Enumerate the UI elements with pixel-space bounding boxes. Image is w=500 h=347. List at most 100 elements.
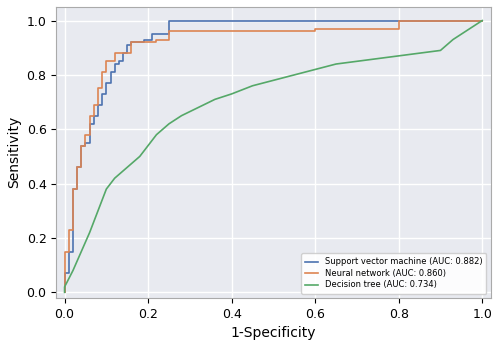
Decision tree (AUC: 0.734): (0.22, 0.58): 0.734): (0.22, 0.58)	[154, 133, 160, 137]
Neural network (AUC: 0.860): (0.6, 0.96): 0.860): (0.6, 0.96)	[312, 29, 318, 34]
Decision tree (AUC: 0.734): (0, 0.02): 0.734): (0, 0.02)	[62, 285, 68, 289]
Decision tree (AUC: 0.734): (0.18, 0.5): 0.734): (0.18, 0.5)	[137, 154, 143, 159]
Neural network (AUC: 0.860): (0.08, 0.75): 0.860): (0.08, 0.75)	[95, 86, 101, 91]
Neural network (AUC: 0.860): (0.06, 0.58): 0.860): (0.06, 0.58)	[86, 133, 92, 137]
Decision tree (AUC: 0.734): (0.9, 0.89): 0.734): (0.9, 0.89)	[438, 48, 444, 52]
Decision tree (AUC: 0.734): (0.12, 0.42): 0.734): (0.12, 0.42)	[112, 176, 117, 180]
Neural network (AUC: 0.860): (0.19, 0.92): 0.860): (0.19, 0.92)	[141, 40, 147, 44]
Support vector machine (AUC: 0.882): (0.05, 0.54): 0.882): (0.05, 0.54)	[82, 143, 88, 147]
Neural network (AUC: 0.860): (0.05, 0.58): 0.860): (0.05, 0.58)	[82, 133, 88, 137]
Support vector machine (AUC: 0.882): (0.03, 0.38): 0.882): (0.03, 0.38)	[74, 187, 80, 191]
Legend: Support vector machine (AUC: 0.882), Neural network (AUC: 0.860), Decision tree : Support vector machine (AUC: 0.882), Neu…	[302, 253, 486, 294]
Neural network (AUC: 0.860): (0.8, 0.97): 0.860): (0.8, 0.97)	[396, 27, 402, 31]
Support vector machine (AUC: 0.882): (0.17, 0.92): 0.882): (0.17, 0.92)	[132, 40, 138, 44]
Support vector machine (AUC: 0.882): (0.14, 0.88): 0.882): (0.14, 0.88)	[120, 51, 126, 55]
Support vector machine (AUC: 0.882): (0.14, 0.85): 0.882): (0.14, 0.85)	[120, 59, 126, 64]
Neural network (AUC: 0.860): (0.19, 0.92): 0.860): (0.19, 0.92)	[141, 40, 147, 44]
Decision tree (AUC: 0.734): (0.93, 0.93): 0.734): (0.93, 0.93)	[450, 37, 456, 42]
Support vector machine (AUC: 0.882): (0.21, 0.93): 0.882): (0.21, 0.93)	[150, 37, 156, 42]
Support vector machine (AUC: 0.882): (0.12, 0.84): 0.882): (0.12, 0.84)	[112, 62, 117, 66]
Support vector machine (AUC: 0.882): (0, 0.07): 0.882): (0, 0.07)	[62, 271, 68, 276]
Neural network (AUC: 0.860): (0.03, 0.46): 0.860): (0.03, 0.46)	[74, 165, 80, 169]
Decision tree (AUC: 0.734): (0.8, 0.87): 0.734): (0.8, 0.87)	[396, 54, 402, 58]
Support vector machine (AUC: 0.882): (0.16, 0.91): 0.882): (0.16, 0.91)	[128, 43, 134, 47]
Neural network (AUC: 0.860): (0.01, 0.15): 0.860): (0.01, 0.15)	[66, 249, 72, 254]
Decision tree (AUC: 0.734): (0.7, 0.85): 0.734): (0.7, 0.85)	[354, 59, 360, 64]
X-axis label: 1-Specificity: 1-Specificity	[230, 326, 316, 340]
Decision tree (AUC: 0.734): (0.32, 0.68): 0.734): (0.32, 0.68)	[195, 105, 201, 110]
Support vector machine (AUC: 0.882): (0.01, 0.15): 0.882): (0.01, 0.15)	[66, 249, 72, 254]
Decision tree (AUC: 0.734): (0.2, 0.54): 0.734): (0.2, 0.54)	[145, 143, 151, 147]
Neural network (AUC: 0.860): (0.16, 0.88): 0.860): (0.16, 0.88)	[128, 51, 134, 55]
Neural network (AUC: 0.860): (0, 0): 0.860): (0, 0)	[62, 290, 68, 294]
Neural network (AUC: 0.860): (0.1, 0.81): 0.860): (0.1, 0.81)	[104, 70, 110, 74]
Support vector machine (AUC: 0.882): (0.1, 0.77): 0.882): (0.1, 0.77)	[104, 81, 110, 85]
Support vector machine (AUC: 0.882): (0.07, 0.62): 0.882): (0.07, 0.62)	[91, 122, 97, 126]
Neural network (AUC: 0.860): (0.12, 0.85): 0.860): (0.12, 0.85)	[112, 59, 117, 64]
Neural network (AUC: 0.860): (0.07, 0.65): 0.860): (0.07, 0.65)	[91, 113, 97, 118]
Neural network (AUC: 0.860): (0, 0.15): 0.860): (0, 0.15)	[62, 249, 68, 254]
Decision tree (AUC: 0.734): (0.75, 0.86): 0.734): (0.75, 0.86)	[375, 57, 381, 61]
Neural network (AUC: 0.860): (0.8, 1): 0.860): (0.8, 1)	[396, 18, 402, 23]
Line: Neural network (AUC: 0.860): Neural network (AUC: 0.860)	[64, 20, 482, 292]
Neural network (AUC: 0.860): (0.03, 0.38): 0.860): (0.03, 0.38)	[74, 187, 80, 191]
Neural network (AUC: 0.860): (0.06, 0.65): 0.860): (0.06, 0.65)	[86, 113, 92, 118]
Decision tree (AUC: 0.734): (0.5, 0.78): 0.734): (0.5, 0.78)	[270, 78, 276, 83]
Decision tree (AUC: 0.734): (0.85, 0.88): 0.734): (0.85, 0.88)	[416, 51, 422, 55]
Neural network (AUC: 0.860): (0.22, 0.93): 0.860): (0.22, 0.93)	[154, 37, 160, 42]
Decision tree (AUC: 0.734): (0.65, 0.84): 0.734): (0.65, 0.84)	[333, 62, 339, 66]
Neural network (AUC: 0.860): (0.01, 0.23): 0.860): (0.01, 0.23)	[66, 228, 72, 232]
Support vector machine (AUC: 0.882): (0.11, 0.77): 0.882): (0.11, 0.77)	[108, 81, 114, 85]
Neural network (AUC: 0.860): (0.09, 0.81): 0.860): (0.09, 0.81)	[99, 70, 105, 74]
Decision tree (AUC: 0.734): (0.15, 0.46): 0.734): (0.15, 0.46)	[124, 165, 130, 169]
Decision tree (AUC: 0.734): (0.6, 0.82): 0.734): (0.6, 0.82)	[312, 67, 318, 71]
Neural network (AUC: 0.860): (0.05, 0.54): 0.860): (0.05, 0.54)	[82, 143, 88, 147]
Neural network (AUC: 0.860): (0.02, 0.38): 0.860): (0.02, 0.38)	[70, 187, 76, 191]
Support vector machine (AUC: 0.882): (0.8, 1): 0.882): (0.8, 1)	[396, 18, 402, 23]
Decision tree (AUC: 0.734): (0.06, 0.22): 0.734): (0.06, 0.22)	[86, 230, 92, 235]
Neural network (AUC: 0.860): (0.16, 0.92): 0.860): (0.16, 0.92)	[128, 40, 134, 44]
Support vector machine (AUC: 0.882): (0.06, 0.55): 0.882): (0.06, 0.55)	[86, 141, 92, 145]
Support vector machine (AUC: 0.882): (0.08, 0.69): 0.882): (0.08, 0.69)	[95, 103, 101, 107]
Decision tree (AUC: 0.734): (0.1, 0.38): 0.734): (0.1, 0.38)	[104, 187, 110, 191]
Neural network (AUC: 0.860): (0.04, 0.46): 0.860): (0.04, 0.46)	[78, 165, 84, 169]
Neural network (AUC: 0.860): (0.1, 0.85): 0.860): (0.1, 0.85)	[104, 59, 110, 64]
Neural network (AUC: 0.860): (0.08, 0.69): 0.860): (0.08, 0.69)	[95, 103, 101, 107]
Neural network (AUC: 0.860): (0.02, 0.23): 0.860): (0.02, 0.23)	[70, 228, 76, 232]
Neural network (AUC: 0.860): (0.25, 0.93): 0.860): (0.25, 0.93)	[166, 37, 172, 42]
Support vector machine (AUC: 0.882): (0.8, 1): 0.882): (0.8, 1)	[396, 18, 402, 23]
Support vector machine (AUC: 0.882): (0.13, 0.84): 0.882): (0.13, 0.84)	[116, 62, 122, 66]
Support vector machine (AUC: 0.882): (0.09, 0.69): 0.882): (0.09, 0.69)	[99, 103, 105, 107]
Decision tree (AUC: 0.734): (0.45, 0.76): 0.734): (0.45, 0.76)	[250, 84, 256, 88]
Support vector machine (AUC: 0.882): (0.08, 0.65): 0.882): (0.08, 0.65)	[95, 113, 101, 118]
Support vector machine (AUC: 0.882): (0.21, 0.95): 0.882): (0.21, 0.95)	[150, 32, 156, 36]
Y-axis label: Sensitivity: Sensitivity	[7, 116, 21, 188]
Support vector machine (AUC: 0.882): (0.1, 0.73): 0.882): (0.1, 0.73)	[104, 92, 110, 96]
Support vector machine (AUC: 0.882): (0.11, 0.81): 0.882): (0.11, 0.81)	[108, 70, 114, 74]
Support vector machine (AUC: 0.882): (0.25, 0.95): 0.882): (0.25, 0.95)	[166, 32, 172, 36]
Support vector machine (AUC: 0.882): (1, 1): 0.882): (1, 1)	[479, 18, 485, 23]
Support vector machine (AUC: 0.882): (0.09, 0.73): 0.882): (0.09, 0.73)	[99, 92, 105, 96]
Support vector machine (AUC: 0.882): (0.6, 1): 0.882): (0.6, 1)	[312, 18, 318, 23]
Support vector machine (AUC: 0.882): (0.02, 0.38): 0.882): (0.02, 0.38)	[70, 187, 76, 191]
Support vector machine (AUC: 0.882): (0.06, 0.62): 0.882): (0.06, 0.62)	[86, 122, 92, 126]
Support vector machine (AUC: 0.882): (0.02, 0.15): 0.882): (0.02, 0.15)	[70, 249, 76, 254]
Support vector machine (AUC: 0.882): (0, 0): 0.882): (0, 0)	[62, 290, 68, 294]
Neural network (AUC: 0.860): (0.12, 0.88): 0.860): (0.12, 0.88)	[112, 51, 117, 55]
Decision tree (AUC: 0.734): (0.25, 0.62): 0.734): (0.25, 0.62)	[166, 122, 172, 126]
Line: Support vector machine (AUC: 0.882): Support vector machine (AUC: 0.882)	[64, 20, 482, 292]
Neural network (AUC: 0.860): (0.09, 0.75): 0.860): (0.09, 0.75)	[99, 86, 105, 91]
Neural network (AUC: 0.860): (0.14, 0.88): 0.860): (0.14, 0.88)	[120, 51, 126, 55]
Neural network (AUC: 0.860): (0.25, 0.96): 0.860): (0.25, 0.96)	[166, 29, 172, 34]
Support vector machine (AUC: 0.882): (0.6, 1): 0.882): (0.6, 1)	[312, 18, 318, 23]
Neural network (AUC: 0.860): (0.14, 0.88): 0.860): (0.14, 0.88)	[120, 51, 126, 55]
Decision tree (AUC: 0.734): (1, 1): 0.734): (1, 1)	[479, 18, 485, 23]
Support vector machine (AUC: 0.882): (0.03, 0.46): 0.882): (0.03, 0.46)	[74, 165, 80, 169]
Support vector machine (AUC: 0.882): (0.25, 1): 0.882): (0.25, 1)	[166, 18, 172, 23]
Support vector machine (AUC: 0.882): (0.19, 0.92): 0.882): (0.19, 0.92)	[141, 40, 147, 44]
Neural network (AUC: 0.860): (1, 1): 0.860): (1, 1)	[479, 18, 485, 23]
Support vector machine (AUC: 0.882): (0.05, 0.55): 0.882): (0.05, 0.55)	[82, 141, 88, 145]
Support vector machine (AUC: 0.882): (0.17, 0.92): 0.882): (0.17, 0.92)	[132, 40, 138, 44]
Support vector machine (AUC: 0.882): (0.04, 0.54): 0.882): (0.04, 0.54)	[78, 143, 84, 147]
Decision tree (AUC: 0.734): (0.55, 0.8): 0.734): (0.55, 0.8)	[292, 73, 298, 77]
